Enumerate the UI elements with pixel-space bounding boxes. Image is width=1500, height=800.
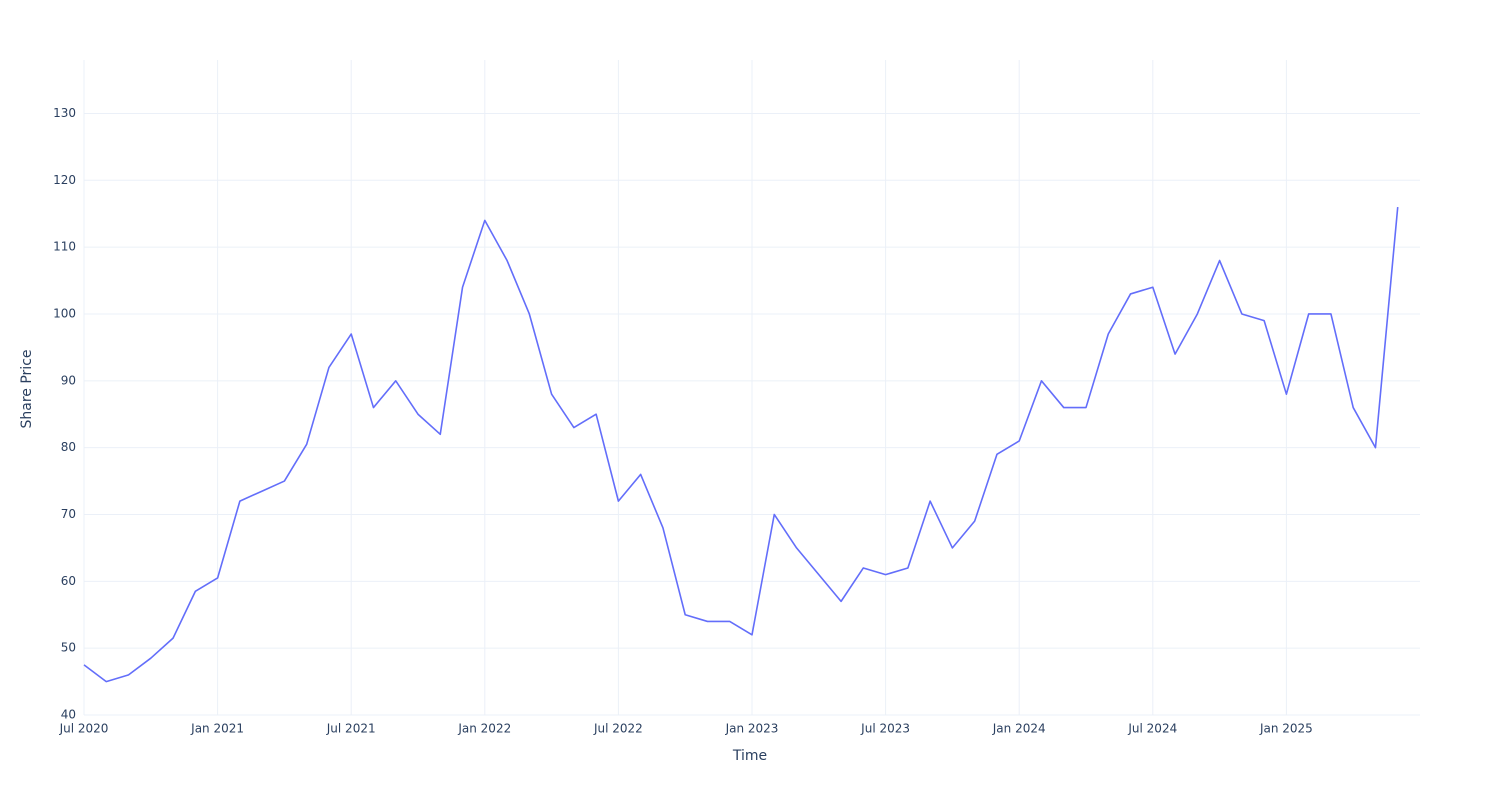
y-tick-label: 100 — [53, 306, 76, 320]
x-tick-label: Jul 2022 — [593, 722, 643, 736]
y-tick-label: 70 — [61, 507, 76, 521]
x-tick-label: Jan 2022 — [457, 722, 511, 736]
x-tick-label: Jul 2020 — [59, 722, 109, 736]
x-tick-label: Jul 2024 — [1127, 722, 1177, 736]
x-tick-label: Jul 2021 — [326, 722, 376, 736]
x-tick-label: Jan 2021 — [190, 722, 244, 736]
x-axis-title: Time — [732, 748, 767, 764]
y-axis-title: Share Price — [19, 349, 35, 428]
y-tick-label: 90 — [61, 373, 76, 387]
price-line — [83, 206, 1399, 683]
x-tick-label: Jan 2024 — [992, 722, 1046, 736]
y-tick-label: 120 — [53, 173, 76, 187]
x-tick-label: Jul 2023 — [860, 722, 910, 736]
y-tick-label: 40 — [61, 708, 76, 722]
y-tick-label: 110 — [53, 240, 76, 254]
y-tick-label: 130 — [53, 106, 76, 120]
y-tick-label: 60 — [61, 574, 76, 588]
x-tick-label: Jan 2025 — [1259, 722, 1313, 736]
y-tick-label: 50 — [61, 641, 76, 655]
y-tick-label: 80 — [61, 440, 76, 454]
x-tick-label: Jan 2023 — [725, 722, 779, 736]
